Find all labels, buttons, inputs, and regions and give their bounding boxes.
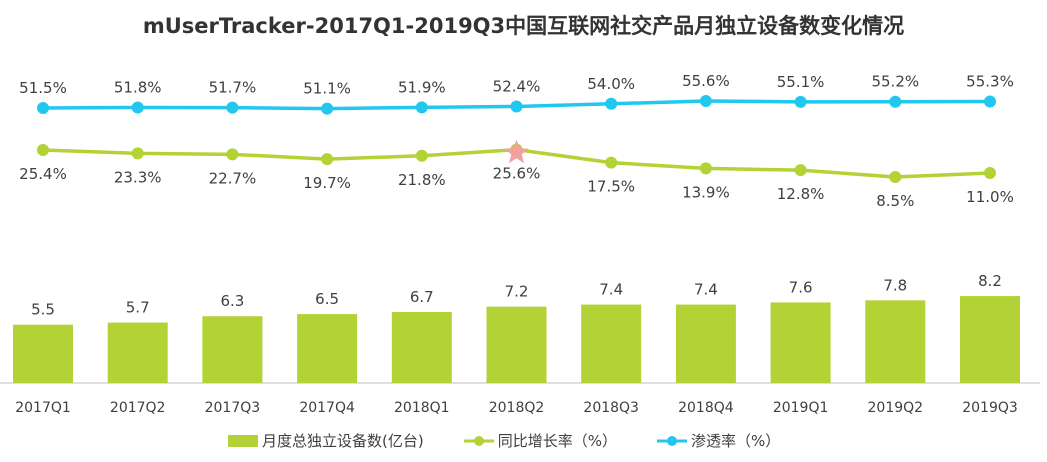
bar [581,304,642,383]
legend: 月度总独立设备数(亿台) 同比增长率（%） 渗透率（%） [228,430,820,451]
bar-data-label: 6.7 [410,288,434,306]
legend-item-penetration[interactable]: 渗透率（%） [656,430,781,451]
bar [960,296,1020,383]
penetration-data-label: 55.2% [871,73,919,91]
growth-point [131,147,144,160]
legend-item-devices[interactable]: 月度总独立设备数(亿台) [228,430,424,451]
bar-data-label: 6.5 [315,290,339,308]
bar [391,311,452,383]
penetration-point [699,95,712,108]
penetration-data-label: 51.8% [114,78,162,96]
growth-point [794,164,807,177]
growth-point [226,148,239,161]
penetration-point [321,102,334,115]
penetration-point [794,95,807,108]
bar [770,302,831,383]
bar [675,304,736,383]
bar-data-label: 7.2 [505,283,529,301]
penetration-point [605,97,618,110]
chart-title: mUserTracker-2017Q1-2019Q3中国互联网社交产品月独立设备… [142,14,905,38]
penetration-point [226,101,239,114]
bar-data-label: 7.6 [789,278,813,296]
x-tick-label: 2018Q4 [678,400,734,416]
growth-data-label: 19.7% [303,174,351,192]
penetration-point [131,101,144,114]
legend-line-marker-icon [656,435,687,446]
penetration-point [415,101,428,114]
bar-data-label: 7.4 [599,281,623,299]
penetration-data-label: 55.1% [777,73,825,91]
bar [865,300,926,383]
penetration-data-label: 51.1% [303,80,351,98]
penetration-data-label: 51.5% [19,79,67,97]
bar [297,314,358,383]
penetration-data-label: 52.4% [493,77,541,95]
penetration-point [37,102,49,114]
chart-canvas: 2017Q1 2017Q2 2017Q3 2017Q4 2018Q1 2018Q2 2018… [0,72,1040,416]
growth-data-label: 25.6% [493,165,541,183]
growth-point [889,171,902,184]
growth-data-label: 11.0% [966,188,1014,206]
growth-point [37,144,49,156]
bar [13,324,73,383]
growth-point [605,156,618,169]
bar-data-label: 7.4 [694,281,718,299]
x-tick-label: 2019Q1 [773,400,829,416]
growth-data-label: 22.7% [209,169,257,187]
legend-label: 月度总独立设备数(亿台) [262,432,424,450]
growth-point [415,149,428,162]
growth-data-label: 8.5% [876,192,914,210]
penetration-point [984,95,996,108]
bar-data-label: 5.5 [31,301,55,319]
penetration-point [510,100,523,113]
x-tick-label: 2018Q1 [394,400,450,416]
legend-line-marker-icon [463,435,494,446]
x-tick-label: 2017Q2 [110,400,166,416]
star-icon [504,139,529,164]
x-tick-label: 2017Q4 [299,400,355,416]
bar-data-label: 7.8 [883,276,907,294]
legend-label: 渗透率（%） [690,432,781,450]
growth-data-label: 12.8% [777,185,825,203]
bar [107,322,168,383]
growth-data-label: 25.4% [19,165,67,183]
penetration-data-label: 54.0% [587,75,635,93]
bar [486,306,547,383]
penetration-data-label: 51.7% [209,79,257,97]
bar-data-label: 5.7 [126,299,150,317]
penetration-data-label: 55.3% [966,73,1014,91]
growth-data-label: 13.9% [682,183,730,201]
x-tick-label: 2017Q3 [205,400,261,416]
legend-item-growth[interactable]: 同比增长率（%） [463,430,617,451]
bar-data-label: 6.3 [220,292,244,310]
penetration-data-label: 55.6% [682,72,730,90]
x-tick-label: 2019Q2 [868,400,924,416]
growth-data-label: 17.5% [587,178,635,196]
growth-point [984,167,996,180]
x-tick-label: 2018Q2 [489,400,545,416]
growth-data-label: 21.8% [398,171,446,189]
x-tick-label: 2017Q1 [15,400,71,416]
growth-point [321,153,334,166]
x-tick-label: 2019Q3 [962,400,1018,416]
legend-label: 同比增长率（%） [497,432,617,450]
bar [202,316,263,383]
legend-bar-swatch-icon [228,434,258,447]
growth-data-label: 23.3% [114,168,162,186]
penetration-data-label: 51.9% [398,78,446,96]
bar-data-label: 8.2 [978,272,1002,290]
penetration-point [889,95,902,108]
growth-point [699,162,712,175]
x-tick-label: 2018Q3 [583,400,639,416]
